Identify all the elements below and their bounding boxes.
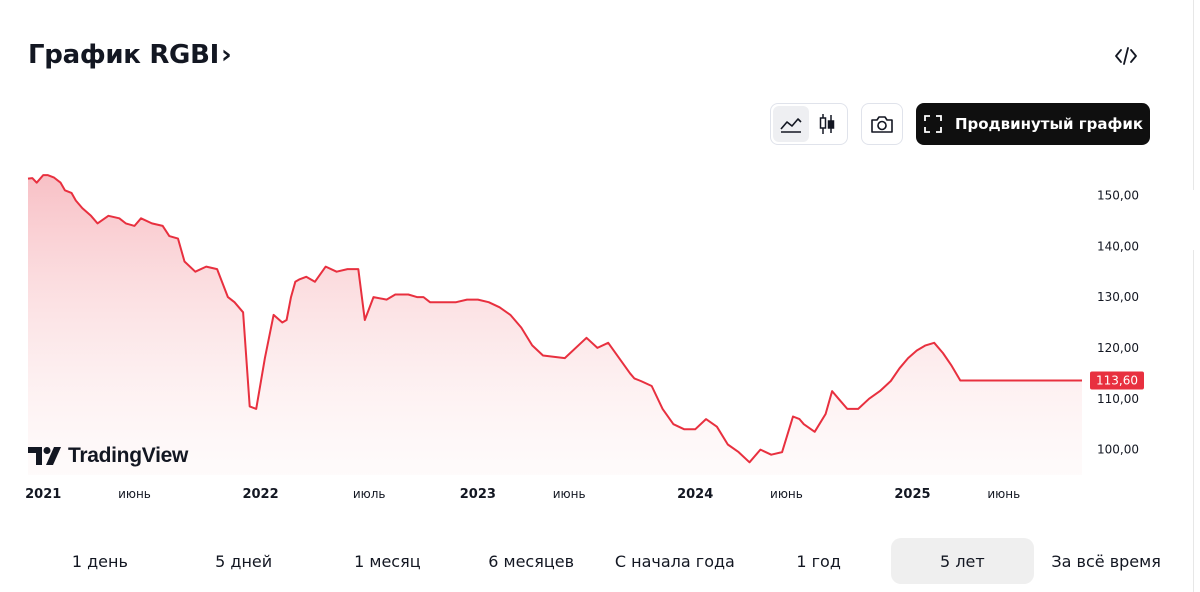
snapshot-button[interactable] [861,103,903,145]
x-tick-label: июнь [987,487,1020,501]
range-button[interactable]: 1 год [796,551,841,571]
y-tick-label: 150,00 [1097,188,1139,202]
edge-divider [1193,0,1194,190]
x-tick-label: июнь [553,487,586,501]
area-chart-button[interactable] [773,106,809,142]
chart-title-link[interactable]: График RGBI › [28,40,232,70]
tradingview-logo[interactable]: TradingView [28,444,188,468]
x-tick-label: июнь [770,487,803,501]
last-price-badge [1090,371,1144,390]
x-tick-label: 2024 [677,487,713,502]
range-button[interactable]: 5 дней [215,551,273,571]
series-area-fill [28,175,1082,475]
camera-icon [871,116,893,133]
y-tick-label: 140,00 [1097,239,1139,253]
x-tick-label: июль [353,487,386,501]
price-chart[interactable]: 150,00 140,00 130,00 120,00 110,00 100,00 202… [0,160,1200,510]
edge-divider [1193,250,1194,592]
x-tick-label: 2021 [25,487,61,502]
code-icon [1115,47,1137,65]
y-tick-label: 130,00 [1097,290,1139,304]
range-button[interactable]: 1 месяц [354,551,421,571]
tradingview-logo-icon [28,447,61,465]
area-chart-icon [780,118,802,133]
range-button[interactable]: 5 лет [890,538,1035,584]
page-title[interactable]: График RGBI [28,40,219,70]
y-tick-label: 120,00 [1097,341,1139,355]
candlestick-button[interactable] [809,106,845,142]
chevron-right-icon: › [221,40,232,70]
tradingview-logo-text: TradingView [68,444,189,467]
chart-svg[interactable]: 150,00 140,00 130,00 120,00 110,00 100,00 202… [0,160,1200,510]
x-tick-label: 2022 [242,487,278,502]
range-button[interactable]: С начала года [614,551,735,571]
last-price-label: 113,60 [1096,373,1138,387]
range-selector: 1 день 5 дней 1 месяц 6 месяцев С начала год… [28,538,1178,584]
fullscreen-icon [924,115,942,133]
advanced-chart-label: Продвинутый график [954,115,1144,133]
embed-button[interactable] [1112,42,1140,70]
range-button[interactable]: 6 месяцев [488,551,574,571]
y-tick-label: 100,00 [1097,443,1139,457]
x-tick-label: июнь [118,487,151,501]
range-button[interactable]: 1 день [71,551,128,571]
chart-toolbar: Продвинутый график [770,103,1150,145]
chart-type-switch [770,103,848,145]
x-tick-label: 2025 [894,487,930,502]
x-tick-label: 2023 [460,487,496,502]
series-line [27,174,1082,464]
y-tick-label: 110,00 [1097,392,1139,406]
candlestick-icon [819,114,835,134]
range-button[interactable]: За всё время [1051,551,1161,571]
advanced-chart-button[interactable]: Продвинутый график [916,103,1150,145]
